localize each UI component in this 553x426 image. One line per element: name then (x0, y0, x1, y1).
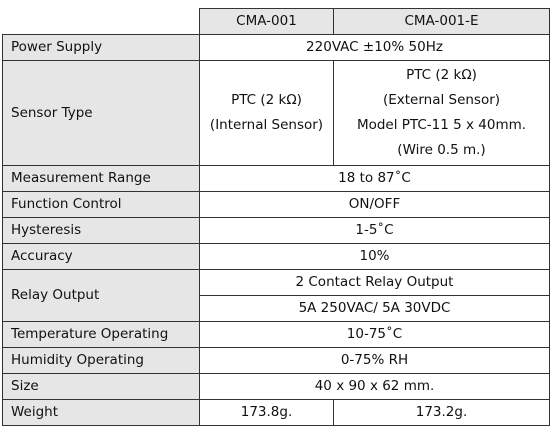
cell-line: Model PTC-11 5 x 40mm. (356, 117, 527, 133)
header-row: CMA-001 CMA-001-E (2, 8, 550, 35)
cell: 1-5˚C (199, 217, 550, 244)
cell: 40 x 90 x 62 mm. (199, 373, 550, 400)
cell: 2 Contact Relay Output (199, 269, 550, 296)
cell: 10-75˚C (199, 321, 550, 348)
cell: 173.2g. (333, 399, 550, 426)
column-header: CMA-001 (199, 8, 334, 35)
row-label: Function Control (2, 191, 200, 218)
cell-line: PTC (2 kΩ) (406, 67, 477, 83)
row: Power Supply 220VAC ±10% 50Hz (2, 34, 550, 61)
cell: 220VAC ±10% 50Hz (199, 34, 550, 61)
row: Accuracy 10% (2, 243, 550, 270)
cell: PTC (2 kΩ) (External Sensor) Model PTC-11 … (333, 60, 550, 166)
row: Humidity Operating 0-75% RH (2, 347, 550, 374)
cell: 18 to 87˚C (199, 165, 550, 192)
cell-line: (Internal Sensor) (209, 117, 324, 133)
row-label: Weight (2, 399, 200, 426)
cell: ON/OFF (199, 191, 550, 218)
row-label: Relay Output (2, 269, 200, 322)
row-label: Sensor Type (2, 60, 200, 166)
column-header: CMA-001-E (333, 8, 550, 35)
row: Weight 173.8g. 173.2g. (2, 399, 550, 426)
spec-table: CMA-001 CMA-001-E Power Supply 220VAC ±10% … (2, 8, 550, 426)
row-label: Hysteresis (2, 217, 200, 244)
row-label: Measurement Range (2, 165, 200, 192)
row: Temperature Operating 10-75˚C (2, 321, 550, 348)
cell: PTC (2 kΩ) (Internal Sensor) (199, 60, 334, 166)
row-label: Temperature Operating (2, 321, 200, 348)
row-label: Humidity Operating (2, 347, 200, 374)
row: Size 40 x 90 x 62 mm. (2, 373, 550, 400)
row-label: Size (2, 373, 200, 400)
row: Hysteresis 1-5˚C (2, 217, 550, 244)
cell-line: (External Sensor) (382, 92, 501, 108)
row-label: Power Supply (2, 34, 200, 61)
cell-line: PTC (2 kΩ) (231, 92, 302, 108)
row: Relay Output 2 Contact Relay Output (2, 269, 550, 322)
row-label: Accuracy (2, 243, 200, 270)
corner (2, 8, 200, 35)
row: 5A 250VAC/ 5A 30VDC (3, 295, 550, 322)
cell: 10% (199, 243, 550, 270)
cell-line: (Wire 0.5 m.) (397, 142, 486, 158)
cell: 0-75% RH (199, 347, 550, 374)
row: Measurement Range 18 to 87˚C (2, 165, 550, 192)
row: Function Control ON/OFF (2, 191, 550, 218)
cell: 173.8g. (199, 399, 334, 426)
row: Sensor Type PTC (2 kΩ) (Internal Sensor) PT… (2, 60, 550, 166)
cell: 5A 250VAC/ 5A 30VDC (199, 295, 550, 322)
